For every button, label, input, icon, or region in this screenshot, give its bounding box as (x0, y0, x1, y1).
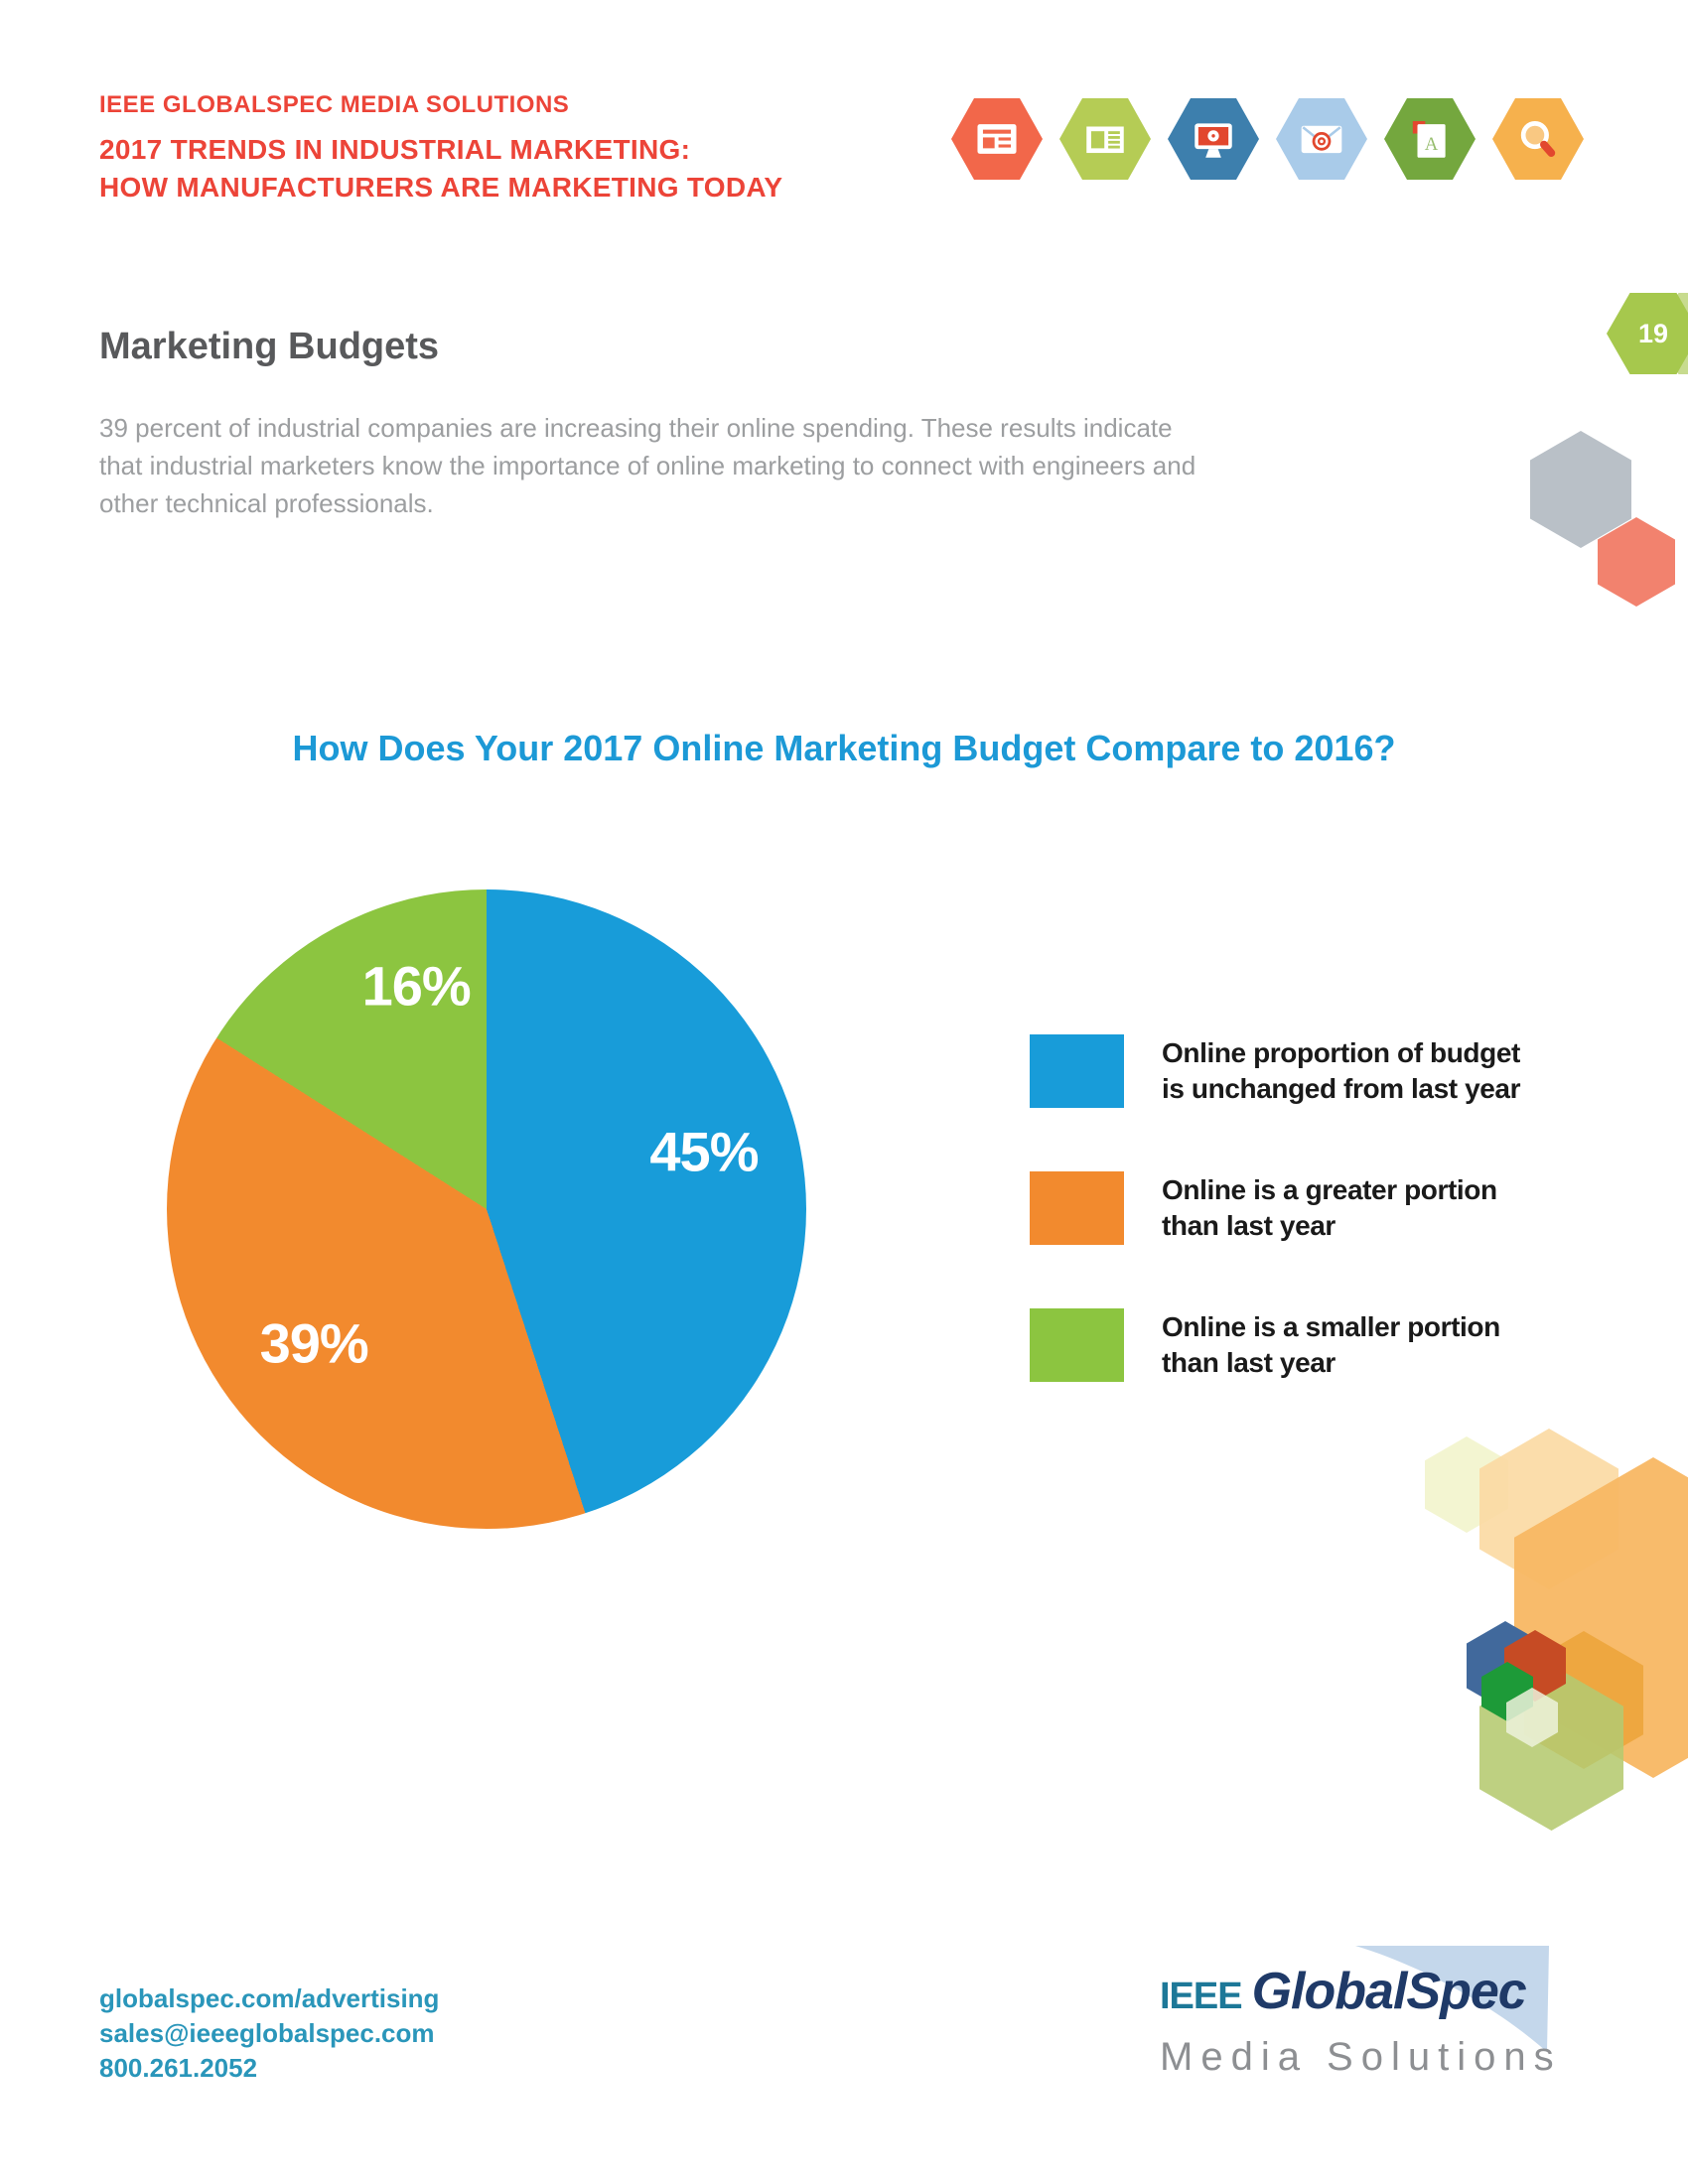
document-title: 2017 TRENDS IN INDUSTRIAL MARKETING: HOW… (99, 131, 782, 206)
news-icon (951, 98, 1043, 180)
legend-label: Online is a smaller portion than last ye… (1162, 1311, 1500, 1378)
brand-line: IEEE GLOBALSPEC MEDIA SOLUTIONS (99, 91, 570, 118)
page-number-badge: 19 (1607, 293, 1688, 374)
pie-chart: 45% 39% 16% (167, 889, 806, 1529)
document-title-line1: 2017 TRENDS IN INDUSTRIAL MARKETING: (99, 134, 691, 165)
footer-contact: globalspec.com/advertising sales@ieeeglo… (99, 1981, 439, 2086)
logo-globalspec-text: GlobalSpec (1251, 1963, 1527, 2020)
logo-subtitle: Media Solutions (1160, 2035, 1562, 2079)
section-heading: Marketing Budgets (99, 326, 440, 367)
legend-swatch-green (1030, 1308, 1124, 1382)
pie-slice-label-smaller: 16% (361, 954, 472, 1018)
legend-item-unchanged: Online proportion of budget is unchanged… (1030, 1034, 1539, 1108)
document-a-icon: A (1384, 98, 1476, 180)
logo-swoosh (1355, 1946, 1549, 2052)
ieee-globalspec-logo: IEEE GlobalSpec Media Solutions (1152, 1934, 1668, 2098)
svg-text:A: A (1425, 134, 1439, 155)
page-number: 19 (1637, 318, 1669, 348)
chart-title: How Does Your 2017 Online Marketing Budg… (292, 728, 1396, 768)
chart-legend: Online proportion of budget is unchanged… (1030, 1034, 1539, 1445)
pie-slice-label-unchanged: 45% (649, 1120, 759, 1183)
logo-wordmark: IEEE GlobalSpec (1160, 1962, 1527, 2021)
article-icon (1059, 98, 1151, 180)
decor-hexagon-salmon (1598, 517, 1675, 607)
footer-website-link[interactable]: globalspec.com/advertising (99, 1983, 440, 2013)
legend-swatch-orange (1030, 1171, 1124, 1245)
video-monitor-icon (1168, 98, 1259, 180)
footer-phone: 800.261.2052 (99, 2053, 258, 2083)
legend-label: Online proportion of budget is unchanged… (1162, 1037, 1521, 1104)
logo-ieee-text: IEEE (1160, 1976, 1243, 2017)
search-icon (1492, 98, 1584, 180)
legend-label: Online is a greater portion than last ye… (1162, 1174, 1497, 1241)
legend-swatch-blue (1030, 1034, 1124, 1108)
document-title-line2: HOW MANUFACTURERS ARE MARKETING TODAY (99, 172, 783, 203)
section-body-text: 39 percent of industrial companies are i… (99, 413, 1196, 518)
footer-email-link[interactable]: sales@ieeeglobalspec.com (99, 2018, 435, 2048)
legend-item-smaller: Online is a smaller portion than last ye… (1030, 1308, 1539, 1382)
legend-item-greater: Online is a greater portion than last ye… (1030, 1171, 1539, 1245)
pie-slice-label-greater: 39% (259, 1311, 369, 1375)
email-target-icon (1276, 98, 1367, 180)
